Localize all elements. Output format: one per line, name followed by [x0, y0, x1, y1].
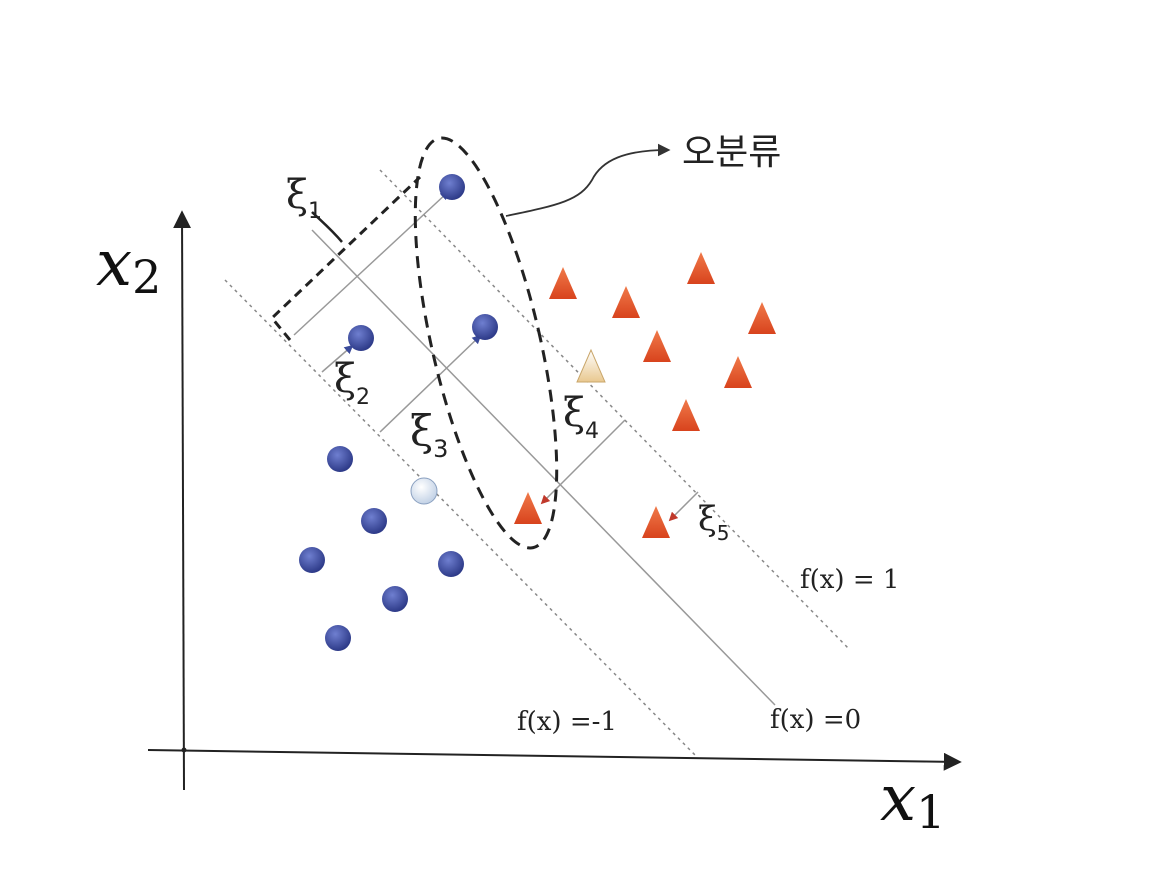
triangle-point [687, 252, 715, 284]
decision-boundary-label: f(x) =0 [770, 705, 861, 735]
hyperplanes [224, 169, 851, 756]
circle-point [472, 314, 498, 340]
slack-lines [269, 175, 699, 522]
circle-point [361, 508, 387, 534]
xi1-leader [311, 211, 343, 243]
circle-point-support [410, 477, 438, 505]
origin-dot [181, 747, 187, 753]
circle-point [439, 174, 465, 200]
xi1-line [293, 190, 450, 336]
upper-margin-line [379, 169, 851, 651]
xi2-label: ξ2 [334, 356, 370, 410]
misclassification-group: 오분류 [413, 132, 781, 550]
circle-point [325, 625, 351, 651]
lower-margin-label: f(x) =-1 [517, 707, 617, 737]
xi4-label: ξ4 [563, 390, 599, 444]
lower-margin-line [224, 279, 696, 756]
triangle-point-support [576, 348, 606, 383]
circle-point [438, 551, 464, 577]
circle-point [327, 446, 353, 472]
circle-point [299, 547, 325, 573]
misclassification-ellipse [413, 136, 559, 550]
slack-labels: ξ1 ξ2 ξ3 ξ4 ξ5 [286, 172, 729, 545]
y-axis-label: x2 [96, 227, 161, 304]
circle-point [348, 325, 374, 351]
xi5-line [668, 491, 699, 522]
axes [147, 210, 962, 791]
xi5-label: ξ5 [698, 499, 729, 545]
xi2-line [321, 344, 354, 373]
x-axis [147, 749, 962, 771]
xi3-label: ξ3 [410, 406, 448, 463]
triangle-point [612, 286, 640, 318]
circle-point [382, 586, 408, 612]
triangle-point [643, 330, 671, 362]
triangle-point [748, 302, 776, 334]
triangle-points [514, 252, 776, 538]
y-axis [173, 210, 192, 791]
triangle-point [642, 506, 670, 538]
x-axis-label: x1 [880, 762, 945, 839]
misclassification-label: 오분류 [682, 132, 781, 173]
upper-margin-label: f(x) = 1 [800, 565, 899, 595]
misclassification-pointer [505, 143, 671, 217]
xi1-label: ξ1 [286, 172, 322, 224]
axis-labels: x2 x1 [96, 227, 945, 839]
decision-boundary-line [311, 229, 776, 706]
triangle-point [549, 267, 577, 299]
circle-points [299, 174, 498, 651]
triangle-point [672, 399, 700, 431]
triangle-point [724, 356, 752, 388]
xi4-line [540, 419, 626, 505]
triangle-point [514, 492, 542, 524]
hyperplane-labels: f(x) = 1 f(x) =0 f(x) =-1 [517, 565, 899, 737]
xi3-line [379, 334, 482, 433]
